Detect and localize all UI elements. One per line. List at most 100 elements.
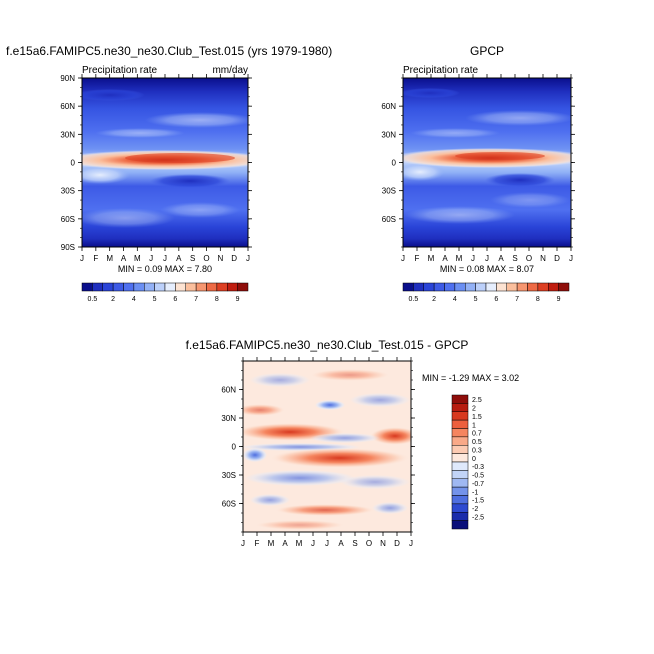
colorbar-swatch: [123, 282, 135, 292]
colorbar-swatch: [451, 428, 469, 438]
x-tick-label: J: [80, 254, 84, 263]
colorbar-swatch: [144, 282, 155, 292]
colorbar-label: 2: [432, 296, 436, 303]
x-tick-label: S: [190, 254, 195, 263]
x-tick-label: J: [569, 254, 573, 263]
panel-model-left-label: Precipitation rate: [82, 65, 157, 76]
colorbar-label: 0.5: [409, 296, 419, 303]
x-tick-label: J: [241, 539, 245, 548]
colorbar-swatch: [451, 403, 469, 412]
x-tick-label: M: [134, 254, 141, 263]
colorbar-label: 0.5: [88, 296, 98, 303]
panel-diff-field: [243, 361, 411, 532]
x-tick-label: A: [176, 254, 182, 263]
colorbar-swatch: [558, 282, 570, 292]
colorbar-label: -1.5: [472, 498, 484, 505]
x-tick-label: J: [163, 254, 167, 263]
colorbar-swatch: [195, 282, 207, 292]
x-tick-label: J: [485, 254, 489, 263]
colorbar-swatch: [451, 394, 469, 404]
x-tick-label: F: [93, 254, 98, 263]
colorbar-swatch: [451, 512, 469, 521]
colorbar-label: 6: [173, 296, 177, 303]
y-tick-label: 30S: [61, 187, 75, 196]
panel-diff: f.e15a6.FAMIPC5.ne30_ne30.Club_Test.015 …: [186, 338, 520, 548]
x-tick-label: N: [217, 254, 223, 263]
colorbar-swatch: [537, 282, 549, 292]
x-tick-label: A: [121, 254, 127, 263]
x-tick-label: O: [203, 254, 209, 263]
colorbar-label: 1.5: [472, 414, 482, 421]
x-tick-label: D: [394, 539, 400, 548]
colorbar-swatch: [451, 461, 469, 471]
colorbar-swatch: [216, 282, 228, 292]
panel-obs-y-axis: 60N 30N 0 30S 60S: [381, 77, 575, 248]
panel-diff-title: f.e15a6.FAMIPC5.ne30_ne30.Club_Test.015 …: [186, 338, 469, 352]
panel-model-right-label: mm/day: [212, 65, 248, 76]
colorbar-swatch: [451, 520, 469, 530]
colorbar-label: 5: [153, 296, 157, 303]
colorbar-label: 8: [215, 296, 219, 303]
x-tick-label: J: [401, 254, 405, 263]
y-tick-label: 60N: [381, 102, 396, 111]
colorbar-swatch: [496, 282, 507, 292]
colorbar-label: 2: [472, 406, 476, 413]
colorbar-swatch: [527, 282, 539, 292]
colorbar-swatch: [133, 282, 145, 292]
x-tick-label: M: [268, 539, 275, 548]
y-tick-label: 0: [232, 443, 237, 452]
colorbar-swatch: [175, 282, 186, 292]
y-tick-label: 60N: [60, 102, 75, 111]
colorbar-swatch: [444, 282, 456, 292]
x-tick-label: J: [311, 539, 315, 548]
colorbar-swatch: [102, 282, 114, 292]
x-tick-label: M: [428, 254, 435, 263]
y-tick-label: 0: [392, 159, 397, 168]
colorbar-swatch: [451, 470, 469, 479]
x-tick-label: D: [231, 254, 237, 263]
colorbar-swatch: [206, 282, 218, 292]
panel-obs-field: [403, 78, 571, 247]
panel-diff-y-axis: 60N 30N 0 30S 60S: [221, 360, 415, 533]
y-tick-label: 60N: [221, 386, 236, 395]
colorbar-swatch: [237, 282, 249, 292]
panel-obs-left-label: Precipitation rate: [403, 65, 478, 76]
x-tick-label: O: [366, 539, 372, 548]
y-tick-label: 60S: [222, 500, 236, 509]
colorbar-swatch: [451, 478, 469, 488]
y-tick-label: 30S: [382, 187, 396, 196]
colorbar-swatch: [465, 282, 476, 292]
x-tick-label: S: [352, 539, 357, 548]
colorbar-label: 0: [472, 456, 476, 463]
panel-diff-colorbar: 2.5 21.51 0.70.50.3 0-0.3 -0.5-0.7-1 -1.5-2-2…: [451, 394, 484, 530]
colorbar-swatch: [112, 282, 124, 292]
y-tick-label: 0: [71, 159, 76, 168]
x-tick-label: F: [255, 539, 260, 548]
panel-model-stats: MIN = 0.09 MAX = 7.80: [118, 264, 212, 274]
panel-diff-stats: MIN = -1.29 MAX = 3.02: [422, 373, 519, 383]
x-tick-label: A: [498, 254, 504, 263]
colorbar-swatch: [548, 282, 559, 292]
panel-model-title: f.e15a6.FAMIPC5.ne30_ne30.Club_Test.015 …: [6, 44, 332, 58]
colorbar-label: -0.3: [472, 464, 484, 471]
colorbar-swatch: [475, 282, 487, 292]
colorbar-label: 0.5: [472, 439, 482, 446]
x-tick-label: O: [526, 254, 532, 263]
y-tick-label: 30N: [221, 414, 236, 423]
panel-model-colorbar: 0.5 2 4 5 6 7 8 9: [81, 282, 249, 303]
y-tick-label: 60S: [382, 215, 396, 224]
x-tick-label: J: [246, 254, 250, 263]
panel-obs-colorbar: 0.5 2 4 5 6 7 8 9: [402, 282, 570, 303]
colorbar-swatch: [227, 282, 238, 292]
y-tick-label: 30N: [381, 130, 396, 139]
x-tick-label: A: [338, 539, 344, 548]
x-tick-label: J: [325, 539, 329, 548]
colorbar-swatch: [423, 282, 435, 292]
colorbar-label: 9: [557, 296, 561, 303]
colorbar-label: 4: [453, 296, 457, 303]
colorbar-swatch: [451, 495, 469, 505]
colorbar-swatch: [451, 503, 469, 513]
x-tick-label: N: [540, 254, 546, 263]
